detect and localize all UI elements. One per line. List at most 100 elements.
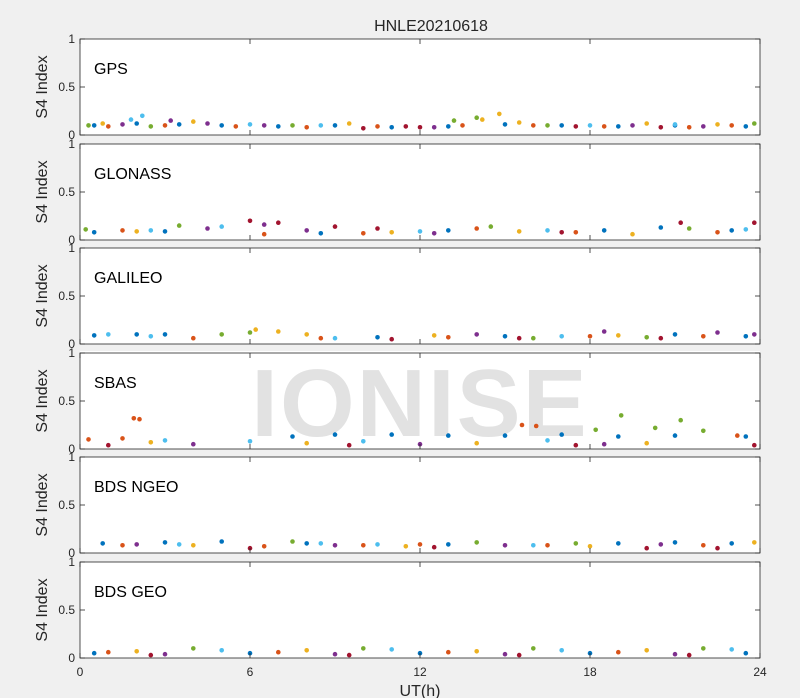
data-point	[332, 224, 338, 229]
data-point	[389, 230, 395, 235]
data-point	[304, 125, 310, 130]
data-point	[729, 541, 734, 546]
data-point	[417, 229, 423, 234]
data-point	[715, 122, 720, 127]
data-point	[658, 225, 664, 230]
data-point	[545, 438, 550, 443]
data-point	[375, 226, 380, 231]
data-point	[389, 432, 395, 437]
x-tick-label: 12	[413, 665, 427, 679]
data-point	[559, 334, 564, 339]
data-point	[219, 539, 224, 544]
data-point	[573, 541, 579, 546]
data-point	[168, 118, 173, 123]
data-point	[616, 541, 621, 546]
data-point	[652, 425, 658, 431]
series-group	[91, 646, 749, 658]
data-point	[191, 119, 196, 124]
data-point	[318, 541, 324, 546]
series-group	[86, 111, 757, 131]
data-point	[644, 335, 649, 340]
data-point	[332, 432, 338, 437]
data-point	[219, 123, 224, 128]
data-point	[276, 649, 281, 655]
data-point	[474, 440, 480, 446]
data-point	[729, 228, 734, 233]
data-point	[587, 123, 593, 128]
y-axis-label: S4 Index	[34, 160, 51, 223]
data-point	[191, 646, 196, 651]
data-point	[148, 124, 154, 129]
data-point	[644, 648, 649, 653]
data-point	[403, 544, 409, 549]
data-point	[516, 652, 522, 658]
data-point	[417, 125, 423, 130]
y-tick-label: 0	[68, 233, 75, 247]
data-point	[431, 125, 437, 130]
data-point	[743, 650, 749, 656]
data-point	[219, 224, 224, 229]
data-point	[332, 335, 338, 341]
data-point	[752, 121, 757, 126]
data-point	[137, 416, 142, 422]
data-point	[601, 329, 607, 334]
data-point	[346, 442, 352, 448]
data-point	[290, 123, 295, 128]
data-point	[672, 651, 678, 657]
x-tick-label: 6	[247, 665, 254, 679]
panel-label: GLONASS	[94, 166, 171, 183]
y-tick-label: 0.5	[58, 80, 75, 94]
data-point	[545, 543, 550, 548]
data-point	[134, 649, 139, 654]
data-point	[253, 327, 258, 332]
data-point	[261, 544, 267, 549]
panel-bds-ngeo: 0 0.5 1 S4 Index BDS NGEO	[34, 450, 761, 560]
data-point	[531, 543, 536, 548]
data-point	[276, 329, 281, 334]
data-point	[176, 122, 182, 127]
data-point	[531, 646, 536, 651]
data-point	[573, 442, 579, 448]
data-point	[502, 543, 508, 548]
data-point	[630, 123, 635, 128]
data-point	[247, 218, 253, 224]
data-point	[587, 334, 593, 339]
data-point	[431, 544, 437, 550]
data-point	[91, 333, 97, 338]
data-point	[672, 332, 678, 337]
data-point	[219, 648, 224, 653]
data-point	[120, 436, 125, 441]
plot-area	[80, 457, 760, 553]
data-point	[630, 231, 635, 237]
data-point	[497, 111, 502, 117]
data-point	[516, 229, 522, 234]
y-axis-label: S4 Index	[34, 55, 51, 118]
data-point	[361, 231, 366, 236]
y-tick-label: 0	[68, 337, 75, 351]
data-point	[559, 230, 564, 235]
data-point	[233, 124, 239, 129]
panel-label: GALILEO	[94, 270, 162, 287]
data-point	[148, 652, 154, 658]
y-tick-label: 1	[68, 32, 75, 46]
data-point	[106, 124, 111, 129]
data-point	[678, 220, 683, 225]
panel-label: BDS NGEO	[94, 479, 178, 496]
data-point	[332, 123, 338, 128]
data-point	[304, 440, 310, 446]
data-point	[162, 123, 168, 128]
panel-glonass: 0 0.5 1 S4 Index GLONASS	[34, 137, 761, 247]
data-point	[106, 442, 111, 448]
panel-galileo: 0 0.5 1 S4 Index GALILEO	[34, 241, 761, 351]
data-point	[205, 226, 210, 231]
data-point	[446, 649, 451, 655]
data-point	[451, 118, 457, 123]
x-tick-label: 0	[77, 665, 84, 679]
data-point	[474, 115, 480, 120]
data-point	[474, 649, 480, 654]
data-point	[86, 437, 91, 442]
data-point	[658, 335, 664, 341]
data-point	[86, 123, 91, 128]
data-point	[446, 228, 451, 233]
x-tick-label: 18	[583, 665, 597, 679]
